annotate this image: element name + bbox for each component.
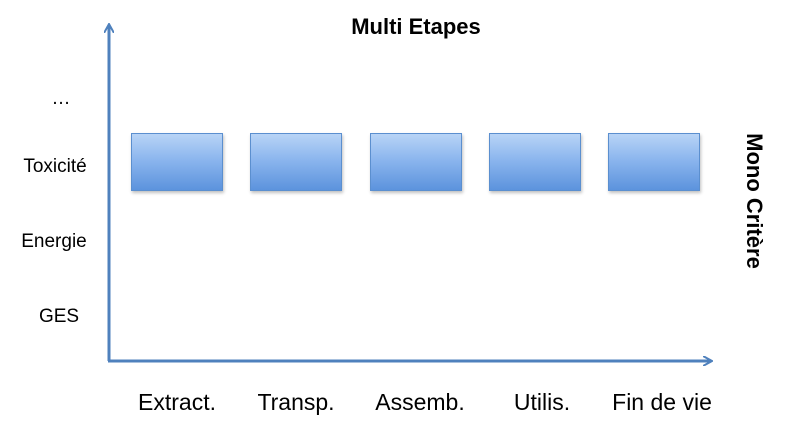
criterion-label-toxicite: Toxicité — [23, 156, 87, 177]
stage-label-transport: Transp. — [257, 389, 335, 415]
stage-label-extraction: Extract. — [138, 389, 216, 415]
criterion-label-more: … — [51, 88, 71, 109]
stage-label-assemblage: Assemb. — [375, 389, 465, 415]
stage-box-extraction — [131, 133, 223, 191]
diagram-title: Multi Etapes — [351, 14, 481, 39]
stage-box-assemblage — [370, 133, 462, 191]
criterion-label-energie: Energie — [21, 231, 87, 252]
stage-label-fin-de-vie: Fin de vie — [612, 389, 712, 415]
criterion-label-ges: GES — [38, 306, 80, 327]
stage-box-transport — [250, 133, 342, 191]
stage-label-utilisation: Utilis. — [513, 389, 571, 415]
stage-box-fin-de-vie — [608, 133, 700, 191]
stage-box-utilisation — [489, 133, 581, 191]
